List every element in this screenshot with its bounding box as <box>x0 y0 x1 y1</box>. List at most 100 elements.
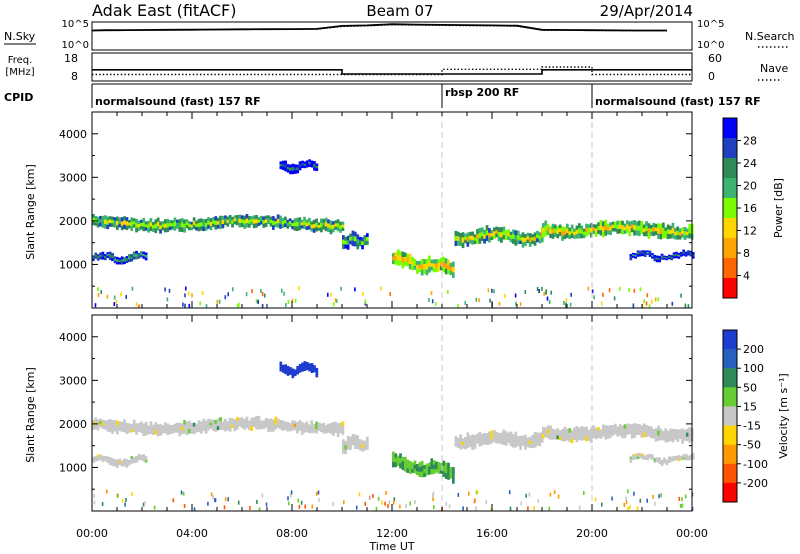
speckle-cell <box>334 298 337 303</box>
data-cell <box>250 417 254 423</box>
speckle-cell <box>388 500 391 505</box>
data-cell <box>301 368 304 372</box>
colorbar-tick-label: -15 <box>743 420 761 433</box>
data-cell <box>665 459 669 462</box>
data-cell <box>647 432 651 437</box>
data-cell <box>166 218 170 224</box>
speckle-cell <box>625 496 627 501</box>
data-cell <box>339 422 342 427</box>
data-cell <box>594 228 598 233</box>
data-cell <box>212 419 215 424</box>
speckle-cell <box>125 295 127 299</box>
data-cell <box>418 261 422 265</box>
data-cell <box>298 369 302 373</box>
speckle-cell <box>372 494 374 498</box>
data-cell <box>392 253 395 257</box>
data-cell <box>341 430 345 435</box>
data-cell <box>616 229 620 234</box>
data-cell <box>626 220 629 225</box>
speckle-cell <box>527 506 529 511</box>
data-cell <box>336 227 340 232</box>
data-cell <box>313 161 316 165</box>
data-cell <box>168 430 172 435</box>
data-cell <box>519 444 522 450</box>
data-cell <box>561 429 564 434</box>
data-cell <box>394 453 398 459</box>
colorbar-tick-label: 16 <box>743 202 757 215</box>
data-cell <box>614 228 617 232</box>
data-cell <box>655 458 659 461</box>
speckle-cell <box>375 506 378 511</box>
data-cell <box>101 256 105 260</box>
data-cell <box>666 434 670 439</box>
data-cell <box>684 251 688 254</box>
data-cell <box>408 469 412 474</box>
data-cell <box>322 422 326 427</box>
data-cell <box>238 222 242 228</box>
data-cell <box>154 219 158 225</box>
data-cell <box>597 226 600 231</box>
data-cell <box>361 440 364 445</box>
data-cell <box>354 444 357 449</box>
colorbar-tick-label: 24 <box>743 157 757 170</box>
data-cell <box>291 226 294 230</box>
data-cell <box>92 460 95 464</box>
speckle-cell <box>131 286 134 291</box>
speckle-cell <box>657 297 660 302</box>
data-cell <box>502 434 506 440</box>
data-cell <box>238 218 242 224</box>
data-cell <box>284 367 287 371</box>
data-cell <box>185 426 189 431</box>
data-cell <box>130 461 134 464</box>
data-cell <box>354 231 357 237</box>
data-cell <box>130 254 134 257</box>
data-cell <box>672 456 676 458</box>
data-cell <box>678 432 682 436</box>
data-cell <box>551 223 555 229</box>
data-cell <box>245 424 249 429</box>
data-cell <box>394 260 398 265</box>
data-cell <box>440 470 443 474</box>
data-cell <box>279 215 282 221</box>
data-cell <box>544 220 548 227</box>
data-cell <box>221 427 225 431</box>
data-cell <box>681 230 684 235</box>
time-axis-title: Time UT <box>368 540 414 553</box>
speckle-cell <box>645 301 648 306</box>
data-cell <box>156 428 160 433</box>
colorbar-tick-label: 12 <box>743 225 757 238</box>
speckle-cell <box>224 497 227 502</box>
data-cell <box>339 225 342 230</box>
data-cell <box>449 467 453 472</box>
data-cell <box>301 160 304 164</box>
data-cell <box>322 222 326 227</box>
data-cell <box>682 251 685 254</box>
data-cell <box>430 266 434 271</box>
data-cell <box>137 453 141 457</box>
data-cell <box>118 220 122 225</box>
data-cell <box>456 441 460 445</box>
data-cell <box>366 440 369 446</box>
speckle-cell <box>232 287 234 292</box>
data-cell <box>125 256 129 259</box>
data-cell <box>178 422 182 428</box>
data-cell <box>399 458 402 464</box>
data-cell <box>652 222 656 228</box>
data-cell <box>212 223 215 228</box>
data-cell <box>662 227 665 234</box>
data-cell <box>454 240 458 246</box>
data-cell <box>542 227 545 233</box>
data-cell <box>324 226 328 232</box>
colorbar-tick-label: 28 <box>743 135 757 148</box>
velocity-x-ticks <box>91 315 693 511</box>
data-cell <box>344 240 348 245</box>
speckle-cell <box>224 295 227 300</box>
data-cell <box>135 427 138 432</box>
data-cell <box>394 256 398 261</box>
data-cell <box>428 466 431 471</box>
data-cell <box>130 426 134 430</box>
data-cell <box>630 220 634 225</box>
velocity-data-cells <box>92 361 695 512</box>
data-cell <box>683 433 687 438</box>
